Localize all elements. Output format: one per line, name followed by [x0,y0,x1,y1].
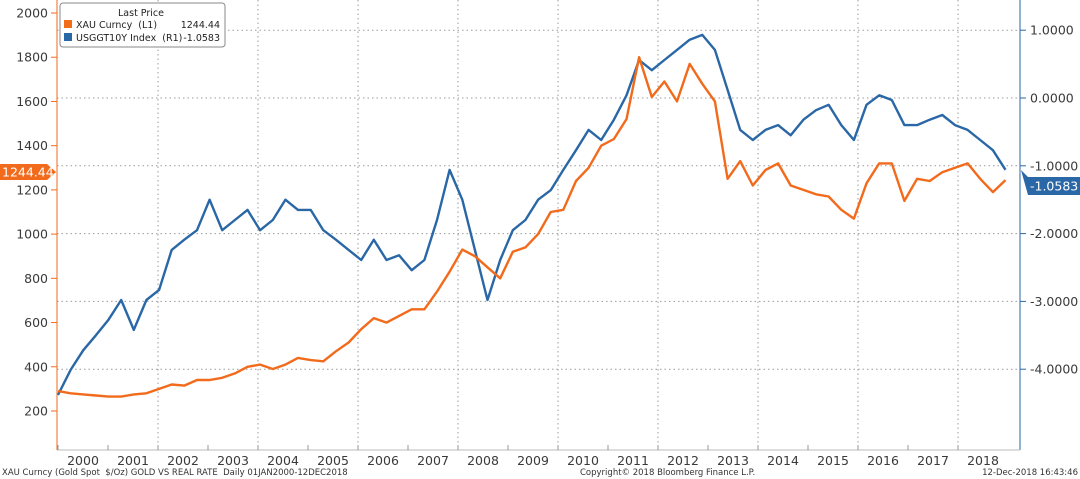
left-axis-tick-label: 200 [24,404,48,419]
series-lines [56,33,1007,398]
series-line-xau-curncy [57,56,1007,398]
grid [57,0,1020,450]
x-axis-tick-label: 2005 [317,453,349,468]
x-axis-tick-label: 2009 [517,453,549,468]
x-axis-tick-label: 2011 [617,453,649,468]
legend: Last Price XAU Curncy (L1) 1244.44 USGGT… [59,2,226,48]
legend-swatch-xau [64,20,72,28]
x-axis-tick-label: 2000 [67,453,99,468]
legend-value-xau: 1244.44 [181,20,220,31]
footer-left: XAU Curncy (Gold Spot $/Oz) GOLD VS REAL… [2,468,348,478]
x-axis-tick-label: 2012 [667,453,699,468]
right-axis-tick-label: -1.0000 [1030,158,1078,173]
left-axis-tick-label: 1200 [16,182,48,197]
left-axis-tick-label: 1800 [16,50,48,65]
x-axis-tick-label: 2014 [767,453,799,468]
left-axis-tick-label: 2000 [16,6,48,21]
x-axis-tick-label: 2006 [367,453,399,468]
x-axis-tick-label: 2016 [867,453,899,468]
legend-swatch-usggt10y [64,33,72,41]
x-axis-tick-label: 2015 [817,453,849,468]
right-axis-tick-label: 0.0000 [1030,91,1074,106]
legend-label-usggt10y: USGGT10Y Index (R1) [76,33,182,44]
x-axis-tick-label: 2010 [567,453,599,468]
x-axis-tick-label: 2013 [717,453,749,468]
footer-copyright: Copyright© 2018 Bloomberg Finance L.P. [580,468,755,478]
x-axis-tick-label: 2007 [417,453,449,468]
left-axis-tick-label: 800 [24,271,48,286]
legend-value-usggt10y: -1.0583 [183,33,220,44]
axes [56,0,1021,450]
x-axis-tick-label: 2018 [967,453,999,468]
right-last-price-text: -1.0583 [1030,179,1078,194]
legend-label-xau: XAU Curncy (L1) [76,20,157,31]
right-axis-tick-label: -3.0000 [1030,294,1078,309]
right-axis-tick-label: -2.0000 [1030,226,1078,241]
x-axis-tick-label: 2008 [467,453,499,468]
right-axis-tick-label: 1.0000 [1030,23,1074,38]
x-axis-tick-label: 2017 [917,453,949,468]
left-axis-tick-label: 1400 [16,138,48,153]
footer-timestamp: 12-Dec-2018 16:43:46 [982,468,1078,478]
right-axis-tick-label: -4.0000 [1030,362,1078,377]
series-line-usggt10y-index [56,33,1007,396]
x-axis-tick-label: 2003 [217,453,249,468]
legend-title: Last Price [118,8,164,19]
left-axis-tick-label: 400 [24,359,48,374]
right-last-price-tag: -1.0583 [1021,170,1080,195]
left-axis-tick-label: 1600 [16,94,48,109]
left-last-price-tag: 1244.44 [0,164,56,180]
left-axis-tick-label: 600 [24,315,48,330]
left-axis-tick-label: 1000 [16,227,48,242]
x-axis-tick-label: 2004 [267,453,299,468]
x-axis-tick-label: 2001 [117,453,149,468]
x-axis-tick-label: 2002 [167,453,199,468]
left-last-price-text: 1244.44 [2,165,54,180]
